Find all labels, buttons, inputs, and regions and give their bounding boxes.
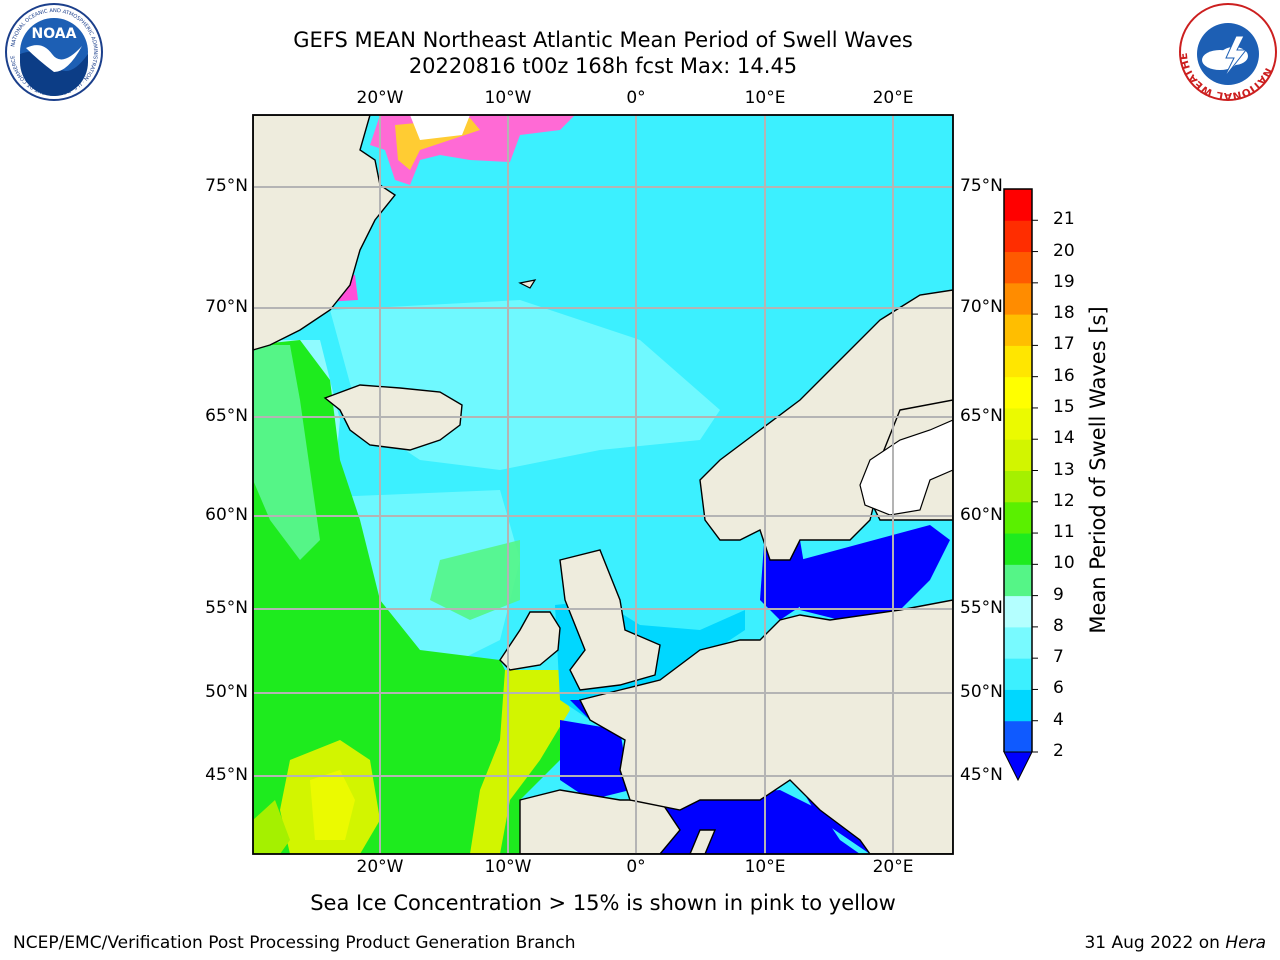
lon-label-top: 20°E	[872, 88, 914, 108]
colorbar-tick-label: 14	[1053, 428, 1075, 449]
colorbar-tick-label: 9	[1053, 584, 1064, 605]
sea-ice-note: Sea Ice Concentration > 15% is shown in …	[310, 891, 896, 915]
period-9-10-zone	[253, 345, 320, 560]
colorbar-tick-label: 8	[1053, 615, 1064, 636]
run-date-text: 31 Aug 2022 on	[1084, 933, 1220, 953]
gulf-of-bothnia	[859, 419, 953, 516]
colorbar	[1003, 188, 1038, 782]
lat-label-left: 60°N	[205, 505, 248, 525]
colorbar-segment	[1004, 595, 1032, 628]
colorbar-segment	[1004, 689, 1032, 722]
lon-label-top: 10°E	[744, 88, 786, 108]
lon-label-bottom: 0°	[626, 857, 646, 877]
colorbar-tick-label: 19	[1053, 271, 1075, 292]
lat-label-right: 50°N	[960, 682, 1003, 702]
lat-label-left: 70°N	[205, 297, 248, 317]
colorbar-tick-label: 21	[1053, 209, 1075, 230]
nws-logo: NATIONAL WEATHER SERVICE	[1176, 2, 1277, 102]
run-date: 31 Aug 2022 on Hera	[1084, 933, 1266, 953]
lon-label-top: 20°W	[356, 88, 404, 108]
colorbar-segment	[1004, 189, 1032, 221]
lat-label-right: 65°N	[960, 406, 1003, 426]
chart-subtitle: 20220816 t00z 168h fcst Max: 14.45	[408, 54, 798, 78]
colorbar-segment	[1004, 282, 1032, 315]
graticule	[253, 115, 953, 854]
period-12-zone	[253, 800, 290, 854]
host-name: Hera	[1225, 933, 1266, 953]
colorbar-segment	[1004, 345, 1032, 378]
colorbar-tick-label: 2	[1053, 741, 1064, 761]
period-14-zone	[310, 770, 355, 840]
corsica	[689, 829, 717, 854]
colorbar-tick-label: 10	[1053, 553, 1075, 574]
period-13-zone-biscay	[470, 670, 570, 854]
lat-label-left: 65°N	[205, 406, 248, 426]
lat-label-right: 75°N	[960, 176, 1003, 196]
lat-label-right: 45°N	[960, 765, 1003, 785]
colorbar-tick-label: 6	[1053, 678, 1064, 699]
colorbar-tick-label: 18	[1053, 303, 1075, 324]
colorbar-segment	[1004, 533, 1032, 565]
colorbar-segment	[1004, 626, 1032, 659]
map-panel	[253, 115, 953, 854]
colorbar-segment	[1004, 407, 1032, 440]
period-9-10-patch	[430, 540, 520, 620]
colorbar-segment	[1004, 470, 1032, 503]
colorbar-segment	[1004, 376, 1032, 409]
colorbar-tick-label: 16	[1053, 365, 1075, 386]
colorbar-segment	[1004, 220, 1032, 253]
colorbar-label: Mean Period of Swell Waves [s]	[1086, 306, 1110, 634]
land-masses	[253, 115, 953, 854]
noaa-logo-text: NOAA	[32, 26, 77, 42]
noaa-logo: NATIONAL OCEANIC AND ATMOSPHERIC ADMINIS…	[5, 3, 103, 101]
lon-label-bottom: 20°E	[872, 857, 914, 877]
lat-label-right: 55°N	[960, 598, 1003, 618]
colorbar-segment	[1004, 720, 1032, 753]
jan-mayen	[518, 279, 537, 289]
ireland	[499, 611, 561, 671]
colorbar-tick-label: 11	[1053, 522, 1075, 543]
map-border	[252, 114, 954, 855]
iberia	[519, 789, 681, 854]
colorbar-segment	[1004, 314, 1032, 346]
colorbar-segment	[1004, 564, 1032, 597]
colorbar-segment	[1004, 251, 1032, 284]
lat-label-right: 70°N	[960, 297, 1003, 317]
lat-label-left: 55°N	[205, 598, 248, 618]
colorbar-tick-label: 4	[1053, 709, 1064, 730]
branch-credit: NCEP/EMC/Verification Post Processing Pr…	[13, 933, 576, 953]
sea-ice-white	[410, 115, 470, 140]
colorbar-tick-label: 20	[1053, 240, 1075, 261]
greenland	[253, 115, 397, 351]
lat-label-left: 75°N	[205, 176, 248, 196]
chart-title: GEFS MEAN Northeast Atlantic Mean Period…	[293, 28, 913, 52]
lon-label-bottom: 20°W	[356, 857, 404, 877]
lon-label-top: 0°	[626, 88, 646, 108]
lat-label-right: 60°N	[960, 505, 1003, 525]
period-10-11-zone	[253, 340, 560, 854]
colorbar-tick-label: 13	[1053, 459, 1075, 480]
period-2-zone-baltic	[800, 525, 950, 620]
colorbar-segment	[1004, 439, 1032, 471]
colorbar-tick-label: 17	[1053, 334, 1075, 355]
lon-label-bottom: 10°W	[484, 857, 532, 877]
colorbar-segment	[1004, 658, 1032, 690]
continental-europe	[578, 599, 953, 854]
lat-label-left: 45°N	[205, 765, 248, 785]
colorbar-tick-label: 15	[1053, 396, 1075, 417]
colorbar-tick-label: 7	[1053, 647, 1064, 668]
lat-label-left: 50°N	[205, 682, 248, 702]
colorbar-segment	[1004, 501, 1032, 534]
lon-label-top: 10°W	[484, 88, 532, 108]
period-2-zone-biscay	[560, 720, 630, 800]
colorbar-extend-arrow	[1003, 751, 1033, 782]
colorbar-tick-label: 12	[1053, 490, 1075, 511]
lon-label-bottom: 10°E	[744, 857, 786, 877]
